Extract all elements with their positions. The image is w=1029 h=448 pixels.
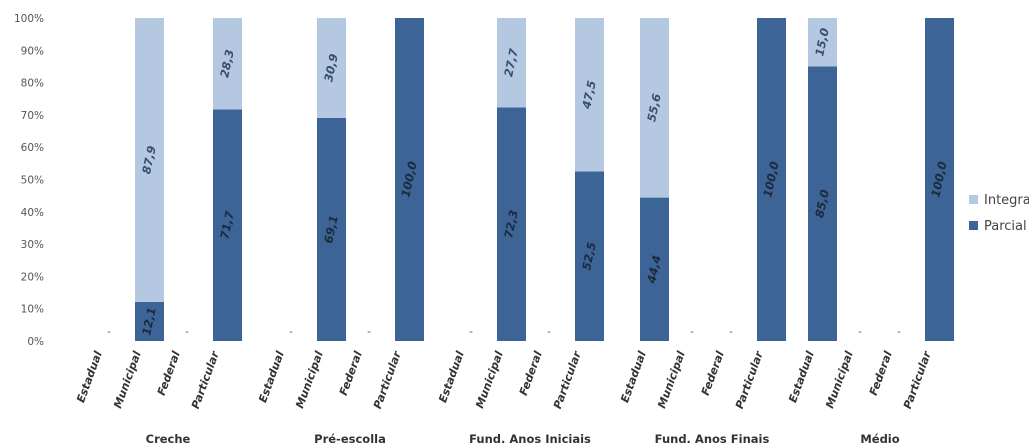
y-axis: 0% 10% 20% 30% 40% 50% 60% 70% 80% 90% 100% xyxy=(14,13,44,348)
data-label: 72,3 xyxy=(501,209,521,240)
x-tick-label: Municipal xyxy=(655,349,688,410)
y-tick-label: 90% xyxy=(21,45,44,57)
data-label: 12,1 xyxy=(139,306,159,337)
bar-segment-parcial xyxy=(640,197,669,341)
bar-segment-parcial xyxy=(925,18,954,341)
bar-segment-integral xyxy=(575,18,604,172)
bars: -12,187,9-71,728,3-69,130,9-100,0-72,327… xyxy=(107,18,954,341)
legend-label: Integral xyxy=(984,193,1029,208)
data-label: 15,0 xyxy=(812,27,832,58)
group-label: Fund. Anos Finais xyxy=(655,432,770,446)
legend-swatch-parcial xyxy=(969,221,978,230)
x-axis: Estadual Municipal Federal ParticularCreche… xyxy=(74,349,934,446)
bar-segment-integral xyxy=(497,18,526,108)
x-tick-label: Particular xyxy=(901,349,934,411)
data-label: 44,4 xyxy=(644,254,664,286)
bar-segment-parcial xyxy=(213,109,242,341)
bar-segment-integral xyxy=(213,18,242,110)
y-tick-label: 20% xyxy=(21,271,44,283)
empty-mark: - xyxy=(729,326,733,338)
data-label: 69,1 xyxy=(321,214,341,245)
empty-mark: - xyxy=(107,326,111,338)
legend-label: Parcial xyxy=(984,219,1027,234)
bar-segment-parcial xyxy=(395,18,424,341)
y-tick-label: 30% xyxy=(21,239,44,251)
data-label: 27,7 xyxy=(501,47,521,78)
empty-mark: - xyxy=(185,326,189,338)
y-tick-label: 70% xyxy=(21,110,44,122)
x-tick-label: Particular xyxy=(189,349,222,411)
group-label: Médio xyxy=(860,432,899,446)
data-label: 28,3 xyxy=(217,48,237,79)
x-tick-label: Estadual xyxy=(74,349,105,404)
legend: Integral Parcial xyxy=(969,193,1029,234)
y-tick-label: 100% xyxy=(14,13,44,25)
y-tick-label: 0% xyxy=(27,336,44,348)
x-tick-label: Municipal xyxy=(823,349,856,410)
group-label: Pré-escolla xyxy=(314,432,386,446)
data-label: 52,5 xyxy=(579,241,599,272)
x-tick-label: Municipal xyxy=(111,349,144,410)
bar-segment-parcial xyxy=(757,18,786,341)
empty-mark: - xyxy=(289,326,293,338)
legend-swatch-integral xyxy=(969,195,978,204)
x-tick-label: Estadual xyxy=(786,349,817,404)
group-label: Creche xyxy=(146,432,191,446)
x-tick-label: Federal xyxy=(337,349,365,397)
x-tick-label: Federal xyxy=(517,349,545,397)
y-tick-label: 40% xyxy=(21,207,44,219)
empty-mark: - xyxy=(367,326,371,338)
empty-mark: - xyxy=(858,326,862,338)
data-label: 30,9 xyxy=(321,52,341,83)
bar-segment-integral xyxy=(808,18,837,67)
bar-segment-parcial xyxy=(135,301,164,341)
data-label: 87,9 xyxy=(139,145,159,176)
x-tick-label: Estadual xyxy=(436,349,467,404)
x-tick-label: Federal xyxy=(867,349,895,397)
bar-segment-integral xyxy=(640,18,669,198)
data-label: 71,7 xyxy=(217,210,237,241)
x-tick-label: Municipal xyxy=(293,349,326,410)
x-tick-label: Particular xyxy=(371,349,404,411)
x-tick-label: Federal xyxy=(699,349,727,397)
y-tick-label: 60% xyxy=(21,142,44,154)
bar-segment-parcial xyxy=(575,171,604,341)
bar-segment-parcial xyxy=(497,107,526,341)
empty-mark: - xyxy=(897,326,901,338)
bar-segment-integral xyxy=(135,18,164,302)
x-tick-label: Particular xyxy=(551,349,584,411)
data-label: 47,5 xyxy=(579,79,599,111)
x-tick-label: Federal xyxy=(155,349,183,397)
bar-segment-parcial xyxy=(317,117,346,341)
x-tick-label: Estadual xyxy=(618,349,649,404)
x-tick-label: Estadual xyxy=(256,349,287,404)
y-tick-label: 50% xyxy=(21,175,44,187)
data-label: 55,6 xyxy=(644,92,664,123)
data-label: 85,0 xyxy=(812,188,832,219)
bar-segment-parcial xyxy=(808,66,837,341)
empty-mark: - xyxy=(690,326,694,338)
empty-mark: - xyxy=(547,326,551,338)
x-tick-label: Municipal xyxy=(473,349,506,410)
group-label: Fund. Anos Iniciais xyxy=(469,432,591,446)
x-tick-label: Particular xyxy=(733,349,766,411)
y-tick-label: 80% xyxy=(21,78,44,90)
bar-segment-integral xyxy=(317,18,346,118)
y-tick-label: 10% xyxy=(21,304,44,316)
empty-mark: - xyxy=(469,326,473,338)
